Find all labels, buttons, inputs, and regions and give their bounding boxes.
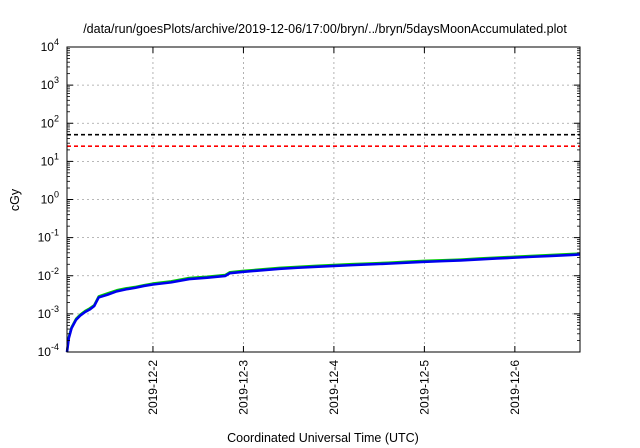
x-tick-labels: 2019-12-2 2019-12-3 2019-12-4 2019-12-5 2019…: [146, 360, 522, 415]
y-tick-label: 100: [41, 190, 59, 207]
threshold-lines: [67, 133, 580, 148]
x-axis-label: Coordinated Universal Time (UTC): [227, 431, 419, 445]
series-lines: [65, 252, 581, 353]
y-tick-label: 102: [41, 113, 59, 130]
x-tick-label: 2019-12-2: [146, 360, 160, 415]
x-tick-label: 2019-12-5: [417, 360, 431, 415]
x-tick-label: 2019-12-6: [508, 360, 522, 415]
series-line: [65, 253, 581, 353]
y-tick-label: 10-4: [38, 342, 59, 359]
y-axis-label: cGy: [8, 188, 22, 211]
y-tick-label: 10-1: [38, 228, 59, 245]
x-tick-label: 2019-12-3: [236, 360, 250, 415]
x-tick-label: 2019-12-4: [327, 360, 341, 415]
y-tick-label: 104: [41, 37, 59, 54]
y-tick-label: 10-3: [38, 304, 59, 321]
y-tick-label: 10-2: [38, 266, 59, 283]
y-tick-label: 101: [41, 151, 59, 168]
y-tick-labels: 10-4 10-3 10-2 10-1 100 101 102 103 104: [38, 37, 59, 359]
chart-title: /data/run/goesPlots/archive/2019-12-06/1…: [83, 22, 567, 36]
axis-ticks: [67, 46, 580, 353]
grid-lines: [67, 47, 580, 352]
y-tick-label: 103: [41, 75, 59, 92]
